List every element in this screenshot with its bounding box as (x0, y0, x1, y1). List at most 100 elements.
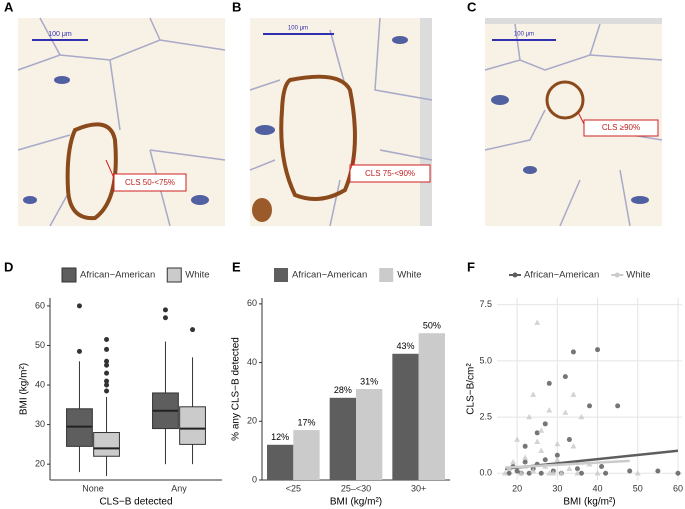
point (566, 465, 573, 471)
legend-key (512, 272, 518, 278)
outlier (104, 362, 110, 368)
y-tick-label: 60 (247, 298, 257, 308)
point (558, 470, 565, 476)
point (546, 470, 553, 476)
x-tick-label: 30+ (411, 483, 426, 493)
y-tick-label: 2.5 (479, 411, 492, 421)
value-label: 28% (334, 385, 352, 395)
point (566, 437, 572, 443)
y-tick-label: 60 (35, 300, 45, 310)
value-label: 12% (271, 432, 289, 442)
x-tick-label: 30 (552, 483, 562, 493)
x-tick-label: <25 (286, 483, 301, 493)
legend-label: White (397, 270, 421, 281)
value-label: 43% (396, 341, 414, 351)
scale-bar-label: 100 μm (514, 32, 534, 38)
point (506, 470, 512, 476)
point (538, 447, 545, 453)
y-tick-label: 20 (247, 416, 257, 426)
callout: CLS 50-<75% (125, 178, 175, 187)
point (574, 466, 580, 472)
point (538, 470, 544, 476)
x-tick-label: 40 (593, 483, 603, 493)
point (522, 454, 529, 460)
outlier (104, 337, 110, 343)
outlier (190, 327, 196, 333)
micrograph-b (249, 17, 433, 227)
x-tick-label: 50 (633, 483, 643, 493)
point (534, 319, 541, 325)
x-axis-label: BMI (kg/m²) (563, 497, 615, 508)
point (534, 438, 541, 445)
y-tick-label: 30 (35, 419, 45, 429)
panel-letter: C (467, 0, 477, 14)
outlier (104, 358, 110, 364)
box (93, 432, 120, 457)
point (502, 470, 509, 476)
y-tick-label: 7.5 (479, 299, 492, 309)
point (522, 443, 528, 449)
point (578, 470, 584, 476)
callout: CLS ≥90% (602, 123, 640, 132)
point (599, 464, 605, 470)
x-axis-label: CLS−B detected (99, 497, 172, 508)
legend-key (379, 268, 394, 282)
legend-key (274, 268, 288, 282)
y-tick-label: 0.0 (479, 468, 492, 478)
y-axis-label: % any CLS−B detected (231, 337, 242, 441)
panel-letter: E (232, 259, 241, 274)
point (655, 468, 661, 474)
y-tick-label: 50 (35, 340, 45, 350)
panel-letter: B (232, 0, 241, 14)
y-tick-label: 40 (35, 379, 45, 389)
point (574, 470, 581, 476)
point (538, 427, 545, 433)
y-tick-label: 0 (252, 474, 257, 484)
scale-bar-label: 100 μm (48, 31, 72, 38)
point (587, 403, 592, 409)
x-tick-label: 60 (673, 483, 683, 493)
outlier (104, 370, 110, 376)
bar (293, 430, 320, 480)
legend-label: African−American (292, 270, 367, 281)
trend-line (504, 459, 630, 469)
legend-key (166, 267, 182, 283)
y-tick-label: 40 (247, 357, 257, 367)
legend-label: White (185, 270, 209, 281)
point (595, 347, 601, 353)
point (562, 409, 569, 415)
value-label: 31% (360, 376, 378, 386)
outlier (76, 348, 82, 354)
x-tick-label: Any (171, 483, 187, 493)
y-axis-label: BMI (kg/m²) (19, 363, 30, 415)
x-tick-label: 20 (512, 483, 522, 493)
x-tick-label: 25–<30 (341, 483, 371, 493)
point (510, 458, 517, 465)
point (530, 391, 537, 397)
point (514, 436, 521, 442)
bar (418, 333, 445, 480)
bar (329, 397, 356, 480)
micrograph-c (484, 18, 663, 227)
point (526, 470, 532, 476)
point (634, 470, 641, 476)
outlier (162, 307, 168, 313)
point (570, 349, 576, 355)
point (554, 452, 560, 458)
legend-key (61, 267, 77, 283)
y-tick-label: 5.0 (479, 355, 492, 365)
bar (356, 389, 383, 480)
point (518, 470, 525, 476)
point (554, 440, 561, 447)
point (534, 430, 540, 436)
legend-label: African−American (80, 270, 155, 281)
panel-letter: A (4, 0, 14, 14)
bar (267, 444, 294, 480)
y-axis-label: CLS−B/cm² (466, 363, 477, 415)
y-tick-label: 20 (35, 459, 45, 469)
point (570, 443, 577, 449)
point (578, 413, 585, 420)
outlier (104, 346, 110, 352)
x-axis-label: BMI (kg/m²) (330, 497, 382, 508)
